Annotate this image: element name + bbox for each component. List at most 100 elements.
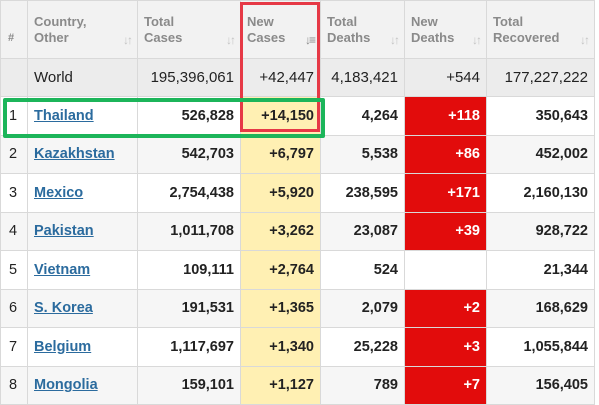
row-new-deaths: +2 (404, 288, 487, 328)
row-new-cases: +1,365 (240, 288, 321, 328)
row-total-recovered: 350,643 (486, 96, 595, 136)
header-row: # Country, Other ↓↑ Total Cases ↓↑ New C… (0, 0, 595, 59)
row-index: 1 (0, 96, 28, 136)
row-total-cases: 191,531 (137, 288, 241, 328)
row-new-cases: +1,127 (240, 365, 321, 405)
country-link[interactable]: Thailand (34, 107, 94, 124)
world-index (0, 58, 28, 97)
header-total-cases[interactable]: Total Cases ↓↑ (137, 0, 241, 59)
header-total-cases-line1: Total (144, 13, 175, 29)
world-total-deaths: 4,183,421 (320, 58, 405, 97)
row-country: Belgium (27, 327, 138, 367)
header-country[interactable]: Country, Other ↓↑ (27, 0, 138, 59)
table-row: 2 Kazakhstan 542,703 +6,797 5,538 +86 452,002 (0, 134, 595, 174)
table-row: 5 Vietnam 109,111 +2,764 524 21,344 (0, 250, 595, 290)
row-total-deaths: 23,087 (320, 211, 405, 251)
row-new-cases: +5,920 (240, 173, 321, 213)
row-total-cases: 109,111 (137, 250, 241, 290)
table-row: 4 Pakistan 1,011,708 +3,262 23,087 +39 928,722 (0, 211, 595, 251)
world-new-cases: +42,447 (240, 58, 321, 97)
row-index: 7 (0, 327, 28, 367)
row-total-deaths: 4,264 (320, 96, 405, 136)
row-country: Pakistan (27, 211, 138, 251)
header-total-recovered-line2: Recovered (493, 29, 560, 45)
header-new-cases[interactable]: New Cases ↓≡ (240, 0, 321, 59)
row-new-deaths: +171 (404, 173, 487, 213)
row-total-cases: 159,101 (137, 365, 241, 405)
header-new-cases-line1: New (247, 13, 274, 29)
header-total-deaths[interactable]: Total Deaths ↓↑ (320, 0, 405, 59)
row-total-cases: 526,828 (137, 96, 241, 136)
world-new-deaths: +544 (404, 58, 487, 97)
sort-icon[interactable]: ↓↑ (390, 33, 400, 47)
country-link[interactable]: Belgium (34, 338, 92, 355)
row-new-cases: +3,262 (240, 211, 321, 251)
header-total-cases-line2: Cases (144, 29, 183, 45)
country-link[interactable]: Kazakhstan (34, 146, 115, 163)
table-row: 1 Thailand 526,828 +14,150 4,264 +118 350,643 (0, 96, 595, 136)
world-country: World (27, 58, 138, 97)
sort-icon[interactable]: ↓↑ (123, 33, 133, 47)
row-new-deaths: +39 (404, 211, 487, 251)
country-link[interactable]: S. Korea (34, 300, 93, 317)
sort-icon[interactable]: ↓↑ (580, 33, 590, 47)
row-total-deaths: 789 (320, 365, 405, 405)
header-new-deaths[interactable]: New Deaths ↓↑ (404, 0, 487, 59)
row-total-deaths: 2,079 (320, 288, 405, 328)
row-new-cases: +14,150 (240, 96, 321, 136)
row-new-deaths: +118 (404, 96, 487, 136)
world-total-cases: 195,396,061 (137, 58, 241, 97)
sort-descending-icon[interactable]: ↓≡ (304, 33, 316, 47)
table-row: 8 Mongolia 159,101 +1,127 789 +7 156,405 (0, 365, 595, 405)
row-new-deaths: +3 (404, 327, 487, 367)
header-total-recovered[interactable]: Total Recovered ↓↑ (486, 0, 595, 59)
header-new-deaths-line2: Deaths (411, 29, 455, 45)
header-total-deaths-line1: Total (327, 13, 358, 29)
row-index: 6 (0, 288, 28, 328)
row-new-cases: +2,764 (240, 250, 321, 290)
row-index: 8 (0, 365, 28, 405)
header-country-line2: Other (34, 29, 69, 45)
row-total-recovered: 168,629 (486, 288, 595, 328)
row-index: 5 (0, 250, 28, 290)
table-row: 7 Belgium 1,117,697 +1,340 25,228 +3 1,055,844 (0, 327, 595, 367)
row-total-cases: 1,117,697 (137, 327, 241, 367)
row-total-cases: 542,703 (137, 134, 241, 174)
world-total-recovered: 177,227,222 (486, 58, 595, 97)
row-new-deaths: +86 (404, 134, 487, 174)
header-total-deaths-line2: Deaths (327, 29, 371, 45)
row-new-cases: +1,340 (240, 327, 321, 367)
country-link[interactable]: Mexico (34, 184, 84, 201)
header-new-cases-line2: Cases (247, 29, 286, 45)
row-country: Kazakhstan (27, 134, 138, 174)
row-total-deaths: 5,538 (320, 134, 405, 174)
row-total-recovered: 1,055,844 (486, 327, 595, 367)
country-link[interactable]: Pakistan (34, 223, 94, 240)
country-rows: 1 Thailand 526,828 +14,150 4,264 +118 350,643 2… (0, 96, 595, 405)
row-total-cases: 1,011,708 (137, 211, 241, 251)
row-total-recovered: 928,722 (486, 211, 595, 251)
country-link[interactable]: Mongolia (34, 377, 98, 394)
sort-icon[interactable]: ↓↑ (226, 33, 236, 47)
row-new-cases: +6,797 (240, 134, 321, 174)
header-total-recovered-line1: Total (493, 13, 524, 29)
row-country: Mexico (27, 173, 138, 213)
row-country: Thailand (27, 96, 138, 136)
row-total-deaths: 238,595 (320, 173, 405, 213)
row-total-cases: 2,754,438 (137, 173, 241, 213)
table-row: 6 S. Korea 191,531 +1,365 2,079 +2 168,629 (0, 288, 595, 328)
row-index: 3 (0, 173, 28, 213)
sort-icon[interactable]: ↓↑ (472, 33, 482, 47)
row-new-deaths: +7 (404, 365, 487, 405)
row-total-deaths: 25,228 (320, 327, 405, 367)
header-new-deaths-line1: New (411, 13, 438, 29)
row-country: S. Korea (27, 288, 138, 328)
country-link[interactable]: Vietnam (34, 261, 91, 278)
row-country: Vietnam (27, 250, 138, 290)
header-country-line1: Country, (34, 13, 87, 29)
row-index: 4 (0, 211, 28, 251)
row-total-recovered: 21,344 (486, 250, 595, 290)
header-index: # (0, 0, 28, 59)
row-country: Mongolia (27, 365, 138, 405)
